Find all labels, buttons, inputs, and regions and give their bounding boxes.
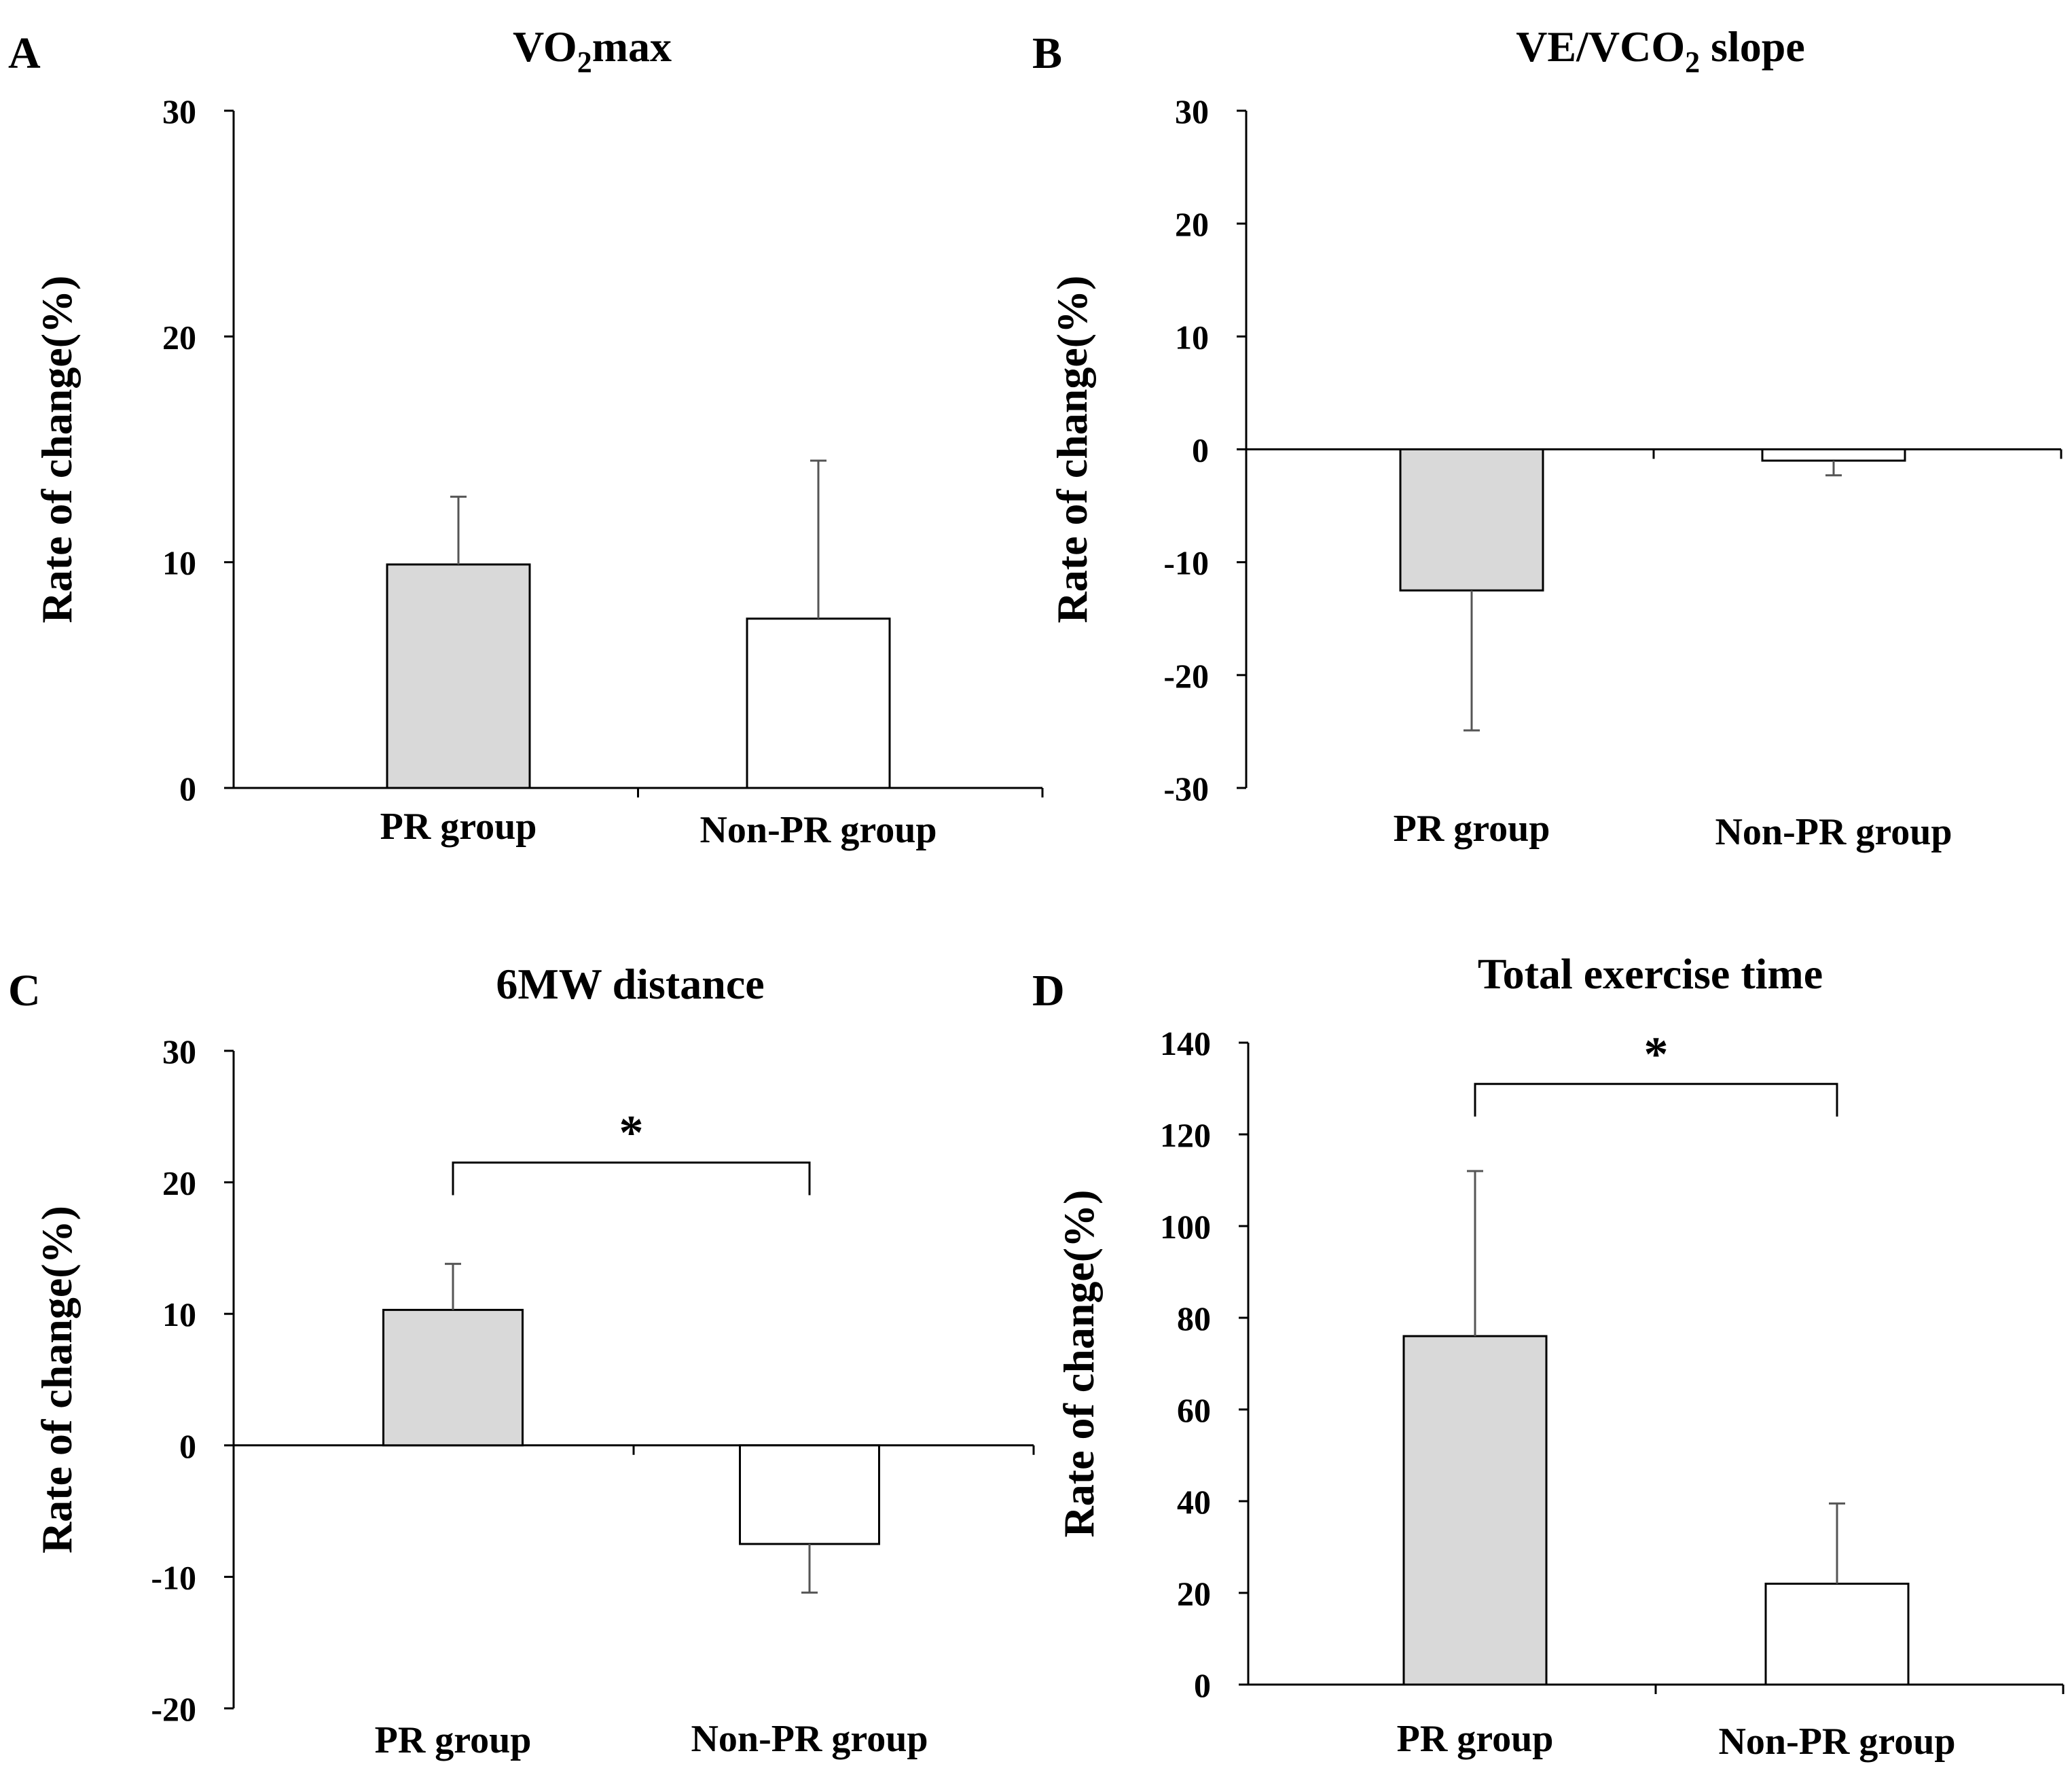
y-tick-label: 140 [1160,1024,1211,1062]
y-tick-label: 0 [1194,1666,1211,1704]
y-tick-label: 80 [1177,1299,1211,1337]
y-tick-label: 10 [162,1295,196,1333]
chart-title-main: VE/VCO [1516,22,1685,71]
chart-title: 6MW distance [496,960,764,1008]
x-category-label: PR group [375,1719,532,1761]
panel-letter: C [8,966,41,1016]
y-tick-label: 30 [162,92,196,130]
bar-pr-group [1402,1335,1548,1686]
chart-title-subscript: 2 [1685,46,1700,79]
significance-asterisk: * [619,1106,644,1160]
chart-panel-d: D Total exercise time Rate of change(%) 0 20… [1032,950,2065,1763]
x-category-label: PR group [1397,1718,1554,1760]
significance-asterisk: * [1644,1027,1669,1081]
chart-title-main: 6MW distance [496,960,764,1008]
bar-non-pr-group [1764,1583,1910,1686]
y-tick-label: 0 [179,770,196,808]
y-axis-label: Rate of change(%) [33,1206,81,1553]
chart-title-tail: max [592,22,672,71]
chart-panel-a: A VO2max Rate of change(%) 0 10 20 30 PR group N… [8,22,1044,851]
y-axis-label: Rate of change(%) [1048,276,1096,624]
x-category-label: Non-PR group [691,1718,928,1760]
y-tick-label: -20 [151,1690,196,1728]
significance-bracket [1474,1083,1838,1117]
bar-non-pr-group [746,617,891,789]
panel-letter: B [1032,29,1062,78]
y-tick-label: 0 [1192,431,1209,469]
y-tick-label: 20 [1175,205,1209,243]
bar-pr-group [382,1308,524,1447]
x-category-label: PR group [1394,808,1550,850]
y-tick-label: -30 [1163,770,1209,808]
panel-letter: D [1032,966,1065,1016]
y-tick-label: 20 [162,1164,196,1202]
chart-title-main: Total exercise time [1478,950,1823,998]
y-tick-label: 20 [1177,1575,1211,1613]
y-tick-label: 30 [162,1032,196,1071]
y-tick-label: 20 [162,318,196,356]
significance-bracket [452,1162,811,1196]
y-tick-label: 60 [1177,1391,1211,1429]
bar-non-pr-group [739,1444,880,1545]
y-tick-label: -20 [1163,657,1209,695]
chart-title-main: VO [513,22,577,71]
y-tick-label: 30 [1175,92,1209,130]
x-category-label: Non-PR group [1718,1721,1955,1763]
bar-non-pr-group [1761,448,1906,462]
chart-panel-b: B VE/VCO2 slope Rate of change(%) -30 -20 -10… [1032,22,2062,853]
chart-title-subscript: 2 [577,46,592,79]
y-axis-label: Rate of change(%) [1055,1190,1103,1538]
panel-letter: A [8,29,41,78]
y-tick-label: 120 [1160,1116,1211,1154]
y-tick-label: 0 [179,1427,196,1465]
x-category-label: Non-PR group [1715,811,1952,853]
y-axis-label: Rate of change(%) [33,276,81,624]
y-tick-label: -10 [1163,544,1209,582]
chart-title: VO2max [513,22,672,79]
chart-title: VE/VCO2 slope [1516,22,1805,79]
chart-panel-c: C 6MW distance Rate of change(%) -20 -10 0 10 2… [8,960,1035,1761]
y-tick-label: 40 [1177,1483,1211,1521]
chart-title-tail: slope [1700,22,1805,71]
y-tick-label: 100 [1160,1208,1211,1246]
x-category-label: Non-PR group [699,809,937,851]
bar-pr-group [386,563,531,789]
bar-pr-group [1399,448,1544,592]
y-tick-label: 10 [162,544,196,582]
x-category-label: PR group [380,806,537,848]
chart-title: Total exercise time [1478,950,1823,998]
y-tick-label: 10 [1175,318,1209,356]
y-tick-label: -10 [151,1558,196,1596]
